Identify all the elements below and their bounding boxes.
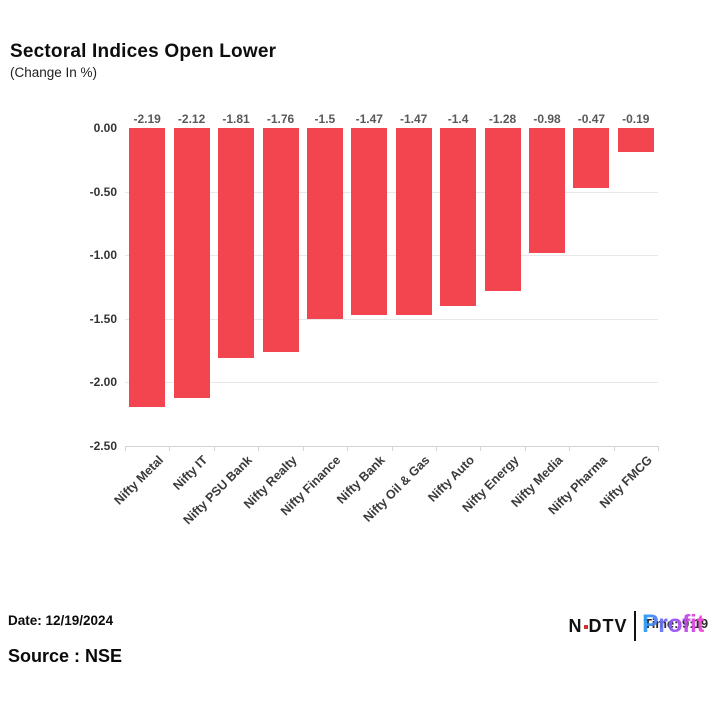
x-axis-tick: [213, 446, 215, 451]
bar-value-label: -0.19: [622, 112, 650, 126]
ndtv-wordmark: N DTV: [569, 616, 628, 637]
bar-value-label: -1.47: [400, 112, 428, 126]
x-axis-tick: [169, 446, 171, 451]
gridline: [125, 255, 658, 257]
x-axis-tick: [435, 446, 437, 451]
bar-nifty-realty: [262, 128, 299, 352]
bar-nifty-bank: [351, 128, 388, 315]
bar-nifty-auto: [440, 128, 477, 307]
bar-value-label: -1.76: [266, 112, 295, 126]
bar-value-label: -2.12: [177, 112, 206, 126]
x-axis-tick: [658, 446, 659, 451]
bar-value-label: -1.4: [447, 112, 469, 126]
bar-value-label: -2.19: [133, 112, 161, 126]
gridline: [125, 382, 658, 384]
x-axis-tick: [569, 446, 571, 451]
x-axis-tick: [258, 446, 260, 451]
red-dot-icon: [583, 625, 588, 629]
gridline: [125, 191, 658, 193]
gridline: [125, 318, 658, 320]
profit-wordmark: Profit: [642, 610, 705, 638]
bar-value-label: -1.81: [222, 112, 250, 126]
bar-nifty-pharma: [573, 128, 610, 188]
bar-value-label: -1.47: [355, 112, 383, 126]
time-label: Time: 9:19: [644, 616, 708, 631]
bar-value-label: -1.5: [314, 112, 336, 126]
x-axis-category-label: Nifty IT: [170, 453, 211, 493]
x-axis-tick: [391, 446, 393, 451]
x-axis-tick: [302, 446, 304, 451]
ndtv-n: N: [568, 615, 583, 636]
y-axis-tick-label: -1.00: [89, 248, 117, 263]
bar-nifty-psu-bank: [218, 128, 254, 359]
bar-nifty-energy: [484, 128, 521, 291]
bar-nifty-it: [173, 128, 210, 398]
bar-value-label: -0.98: [533, 112, 561, 126]
source-label: Source : NSE: [8, 646, 123, 666]
x-axis-tick: [480, 446, 482, 451]
date-label: Date: 12/19/2024: [8, 613, 114, 628]
bar-nifty-oil-gas: [395, 128, 432, 315]
x-axis-tick: [613, 446, 615, 451]
x-axis-tick: [524, 446, 526, 451]
bar-value-label: -0.47: [577, 112, 606, 126]
bar-nifty-fmcg: [617, 128, 654, 153]
bar-nifty-finance: [306, 128, 343, 319]
logo-separator: [633, 611, 636, 641]
y-axis-tick-label: 0.00: [93, 121, 117, 135]
bar-nifty-metal: [129, 128, 166, 407]
profit-wordmark-wrap: Time: 9:19 Profit: [642, 609, 716, 643]
page-title: Sectoral Indices Open Lower: [10, 41, 277, 62]
y-axis-tick-label: -1.50: [89, 311, 117, 326]
x-axis-tick: [347, 446, 349, 451]
bar-value-label: -1.28: [488, 112, 517, 126]
x-axis-tick: [125, 446, 126, 451]
y-axis-tick-label: -0.50: [89, 184, 117, 199]
x-axis-category-label: Nifty Metal: [111, 453, 167, 508]
y-axis-tick-label: -2.50: [89, 439, 117, 453]
y-axis-tick-label: -2.00: [89, 375, 117, 390]
bar-nifty-media: [529, 128, 565, 253]
chart-subtitle: (Change In %): [10, 65, 98, 80]
ndtv-dtv: DTV: [588, 615, 628, 636]
